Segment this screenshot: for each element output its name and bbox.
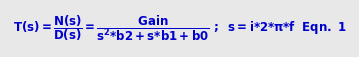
Text: $\mathbf{T(s) = \dfrac{N(s)}{D(s)} = \dfrac{Gain}{s^2{*}b2+s{*}b1+b0}\ ;\ \ s=i{: $\mathbf{T(s) = \dfrac{N(s)}{D(s)} = \df… xyxy=(13,13,346,42)
